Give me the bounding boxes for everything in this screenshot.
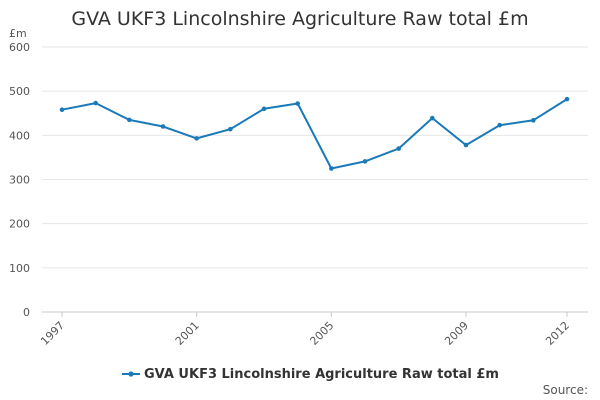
data-point-1999[interactable] [127, 117, 132, 123]
data-point-2008[interactable] [430, 115, 435, 121]
y-tick-label-500: 500 [9, 85, 30, 98]
data-point-2002[interactable] [228, 126, 233, 132]
data-point-2012[interactable] [564, 96, 570, 102]
chart-title: GVA UKF3 Lincolnshire Agriculture Raw to… [71, 8, 528, 30]
y-tick-label-0: 0 [23, 306, 30, 319]
data-point-2004[interactable] [295, 101, 300, 106]
gridlines [42, 46, 588, 313]
x-tick-label-2005: 2005 [307, 319, 336, 348]
legend-dot-marker [128, 371, 134, 377]
series-group [59, 96, 570, 171]
x-axis-ticks: 1997 2001 2005 2009 2012 [38, 312, 572, 348]
data-point-2000[interactable] [160, 124, 166, 129]
x-tick-label-2009: 2009 [442, 319, 471, 348]
source-label: Source: [543, 383, 588, 397]
y-axis-ticks: 0 100 200 300 400 500 600 [9, 41, 30, 319]
legend-label: GVA UKF3 Lincolnshire Agriculture Raw to… [144, 367, 499, 382]
data-point-2007[interactable] [396, 146, 401, 151]
data-point-2003[interactable] [261, 106, 267, 112]
y-tick-label-100: 100 [9, 262, 30, 275]
series-line-0 [61, 98, 568, 170]
data-point-1998[interactable] [93, 100, 98, 106]
data-point-2011[interactable] [531, 118, 536, 123]
data-point-2009[interactable] [463, 142, 469, 148]
data-point-2001[interactable] [194, 136, 199, 141]
y-tick-label-300: 300 [9, 174, 30, 187]
x-tick-label-2012: 2012 [543, 319, 572, 348]
legend[interactable]: GVA UKF3 Lincolnshire Agriculture Raw to… [122, 367, 499, 382]
data-point-2006[interactable] [362, 159, 368, 164]
y-tick-label-200: 200 [9, 218, 30, 231]
x-tick-label-2001: 2001 [173, 319, 202, 348]
y-axis-unit-label: £m [9, 27, 27, 40]
x-tick-label-1997: 1997 [38, 319, 67, 348]
data-point-2005[interactable] [329, 166, 334, 171]
y-tick-label-600: 600 [9, 41, 30, 54]
data-point-1997[interactable] [59, 107, 65, 113]
data-point-2010[interactable] [497, 122, 502, 128]
y-tick-label-400: 400 [9, 129, 30, 142]
